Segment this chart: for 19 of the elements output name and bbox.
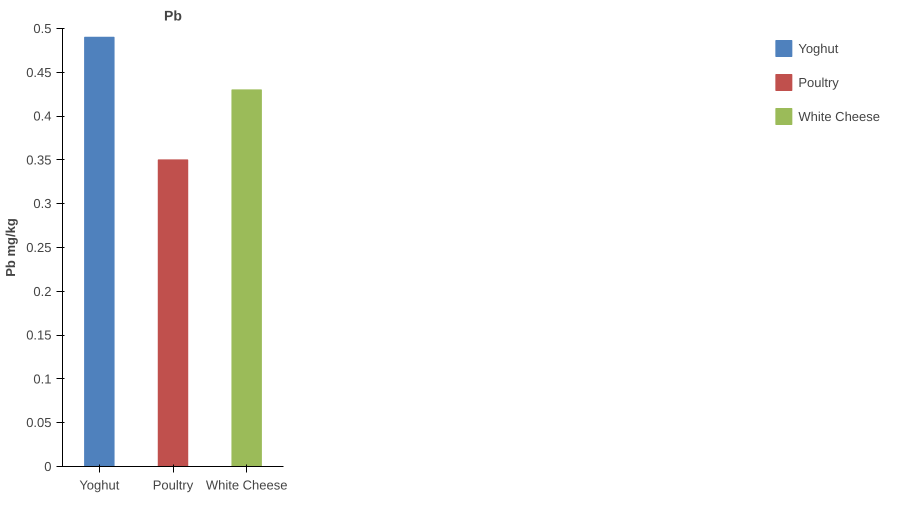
legend-label: White Cheese [798, 108, 880, 124]
x-tick-label: White Cheese [206, 478, 288, 492]
y-tick-label: 0.5 [33, 21, 52, 36]
y-axis-title: Pb mg/kg [3, 218, 18, 277]
legend-label: Poultry [798, 74, 839, 90]
y-tick-label: 0 [44, 459, 52, 474]
y-tick-label: 0.1 [33, 371, 52, 386]
x-tick-label: Yoghut [79, 478, 120, 492]
y-tick-label: 0.4 [33, 108, 52, 124]
legend-label: Yoghut [798, 40, 838, 56]
y-tick-label: 0.45 [26, 64, 52, 80]
y-tick-label: 0.25 [26, 240, 52, 255]
y-tick-label: 0.35 [26, 152, 52, 168]
x-tick-label: Poultry [152, 478, 194, 492]
y-tick-label: 0.15 [26, 328, 52, 343]
y-tick-label: 0.2 [33, 284, 52, 299]
y-tick-label: 0.05 [26, 415, 52, 430]
chart-title: Pb [164, 8, 182, 24]
y-tick-label: 0.3 [33, 196, 52, 212]
